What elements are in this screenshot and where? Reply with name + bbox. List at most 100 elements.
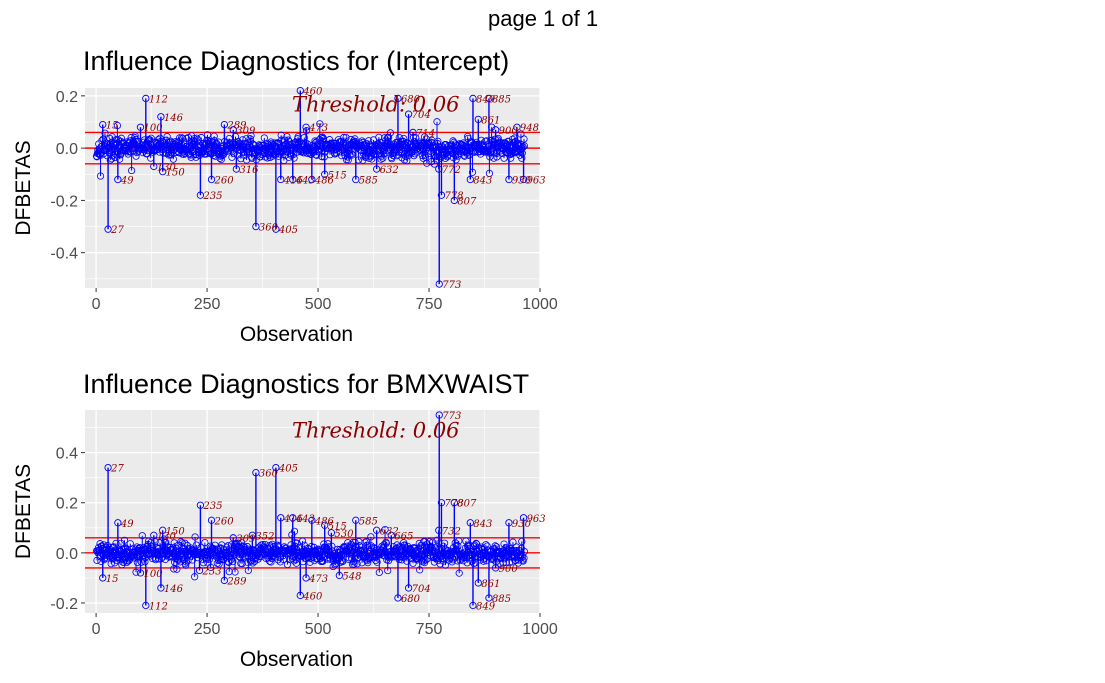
data-point-labeled: [437, 191, 446, 199]
data-point: [367, 533, 375, 541]
point-label: 289: [226, 121, 247, 132]
x-tick-label: 250: [194, 621, 221, 638]
data-point: [124, 150, 132, 158]
point-label: 309: [236, 126, 256, 137]
point-label: 704: [412, 584, 431, 595]
data-point-labeled: [207, 175, 216, 184]
data-point: [519, 557, 527, 565]
data-point: [362, 538, 371, 546]
data-point-labeled: [159, 168, 167, 176]
data-point: [404, 549, 412, 557]
data-point-labeled: [505, 175, 513, 184]
data-point: [231, 568, 239, 576]
data-point: [247, 132, 255, 140]
data-point-labeled: [404, 584, 413, 592]
point-label: 515: [328, 521, 347, 532]
data-point: [342, 134, 350, 142]
data-point: [384, 566, 392, 575]
x-tick-label: 1000: [522, 296, 558, 313]
data-point-labeled: [485, 594, 493, 602]
data-point: [332, 559, 340, 568]
data-point: [403, 551, 411, 559]
data-point-labeled: [474, 579, 482, 587]
data-point-labeled: [404, 110, 413, 118]
point-label: 807: [457, 196, 477, 207]
data-point: [132, 568, 140, 576]
data-point: [100, 541, 108, 549]
data-point: [433, 536, 441, 544]
data-point-labeled: [409, 128, 417, 137]
y-tick-label: 0.0: [56, 546, 78, 563]
data-point: [472, 540, 481, 548]
y-tick-label: 0.4: [56, 446, 78, 463]
data-point-labeled: [157, 113, 165, 121]
point-label: 289: [226, 576, 247, 587]
data-point-labeled: [450, 196, 458, 205]
point-label: 260: [214, 176, 235, 187]
point-label: 680: [401, 594, 421, 605]
point-label: 585: [359, 516, 378, 527]
y-tick-label: 0.2: [56, 496, 78, 513]
data-point: [509, 538, 517, 546]
data-point: [483, 542, 491, 550]
data-point-labeled: [277, 175, 285, 184]
data-point: [314, 142, 322, 151]
data-point: [96, 150, 104, 158]
data-point: [283, 133, 291, 141]
data-point: [185, 149, 193, 158]
data-point: [361, 546, 369, 554]
point-label: 460: [302, 591, 323, 602]
data-point: [182, 561, 190, 569]
point-label: 963: [527, 514, 546, 525]
data-point-labeled: [159, 526, 167, 534]
data-point: [454, 542, 462, 550]
data-point: [511, 134, 519, 142]
data-point: [415, 146, 423, 154]
data-point: [452, 546, 460, 555]
data-point-labeled: [114, 175, 122, 184]
point-label: 405: [278, 225, 298, 236]
data-point-labeled: [229, 126, 237, 134]
data-point: [141, 558, 149, 566]
data-point: [112, 539, 120, 547]
data-point-labeled: [372, 165, 381, 173]
point-label: 963: [527, 176, 546, 187]
point-label: 360: [259, 469, 279, 480]
data-point-labeled: [327, 529, 336, 537]
point-label: 772: [442, 165, 461, 176]
data-point-labeled: [272, 225, 280, 233]
point-label: 443: [295, 514, 315, 525]
data-point-labeled: [195, 566, 204, 575]
data-point: [142, 550, 150, 558]
data-point: [488, 554, 497, 562]
point-label: 146: [164, 113, 184, 124]
point-label: 732: [442, 526, 461, 537]
y-axis-title: DFBETAS: [12, 464, 35, 559]
data-point-labeled: [321, 170, 329, 178]
data-point-labeled: [220, 576, 229, 585]
point-label: 778: [444, 499, 463, 510]
data-point: [340, 133, 348, 142]
point-label: 235: [202, 191, 222, 202]
data-point: [290, 527, 299, 535]
data-point: [222, 551, 230, 560]
data-point-labeled: [157, 584, 165, 592]
data-point-labeled: [277, 514, 285, 522]
data-point: [373, 558, 381, 566]
data-point-labeled: [474, 115, 482, 124]
point-label: 235: [202, 501, 222, 512]
point-label: 486: [314, 176, 335, 187]
data-point: [515, 547, 524, 555]
x-tick-label: 750: [416, 296, 443, 313]
data-point-labeled: [466, 519, 474, 527]
point-label: 849: [476, 94, 496, 105]
point-label: 27: [110, 225, 124, 236]
point-label: 773: [442, 280, 461, 291]
page-label: page 1 of 1: [488, 6, 599, 31]
data-point: [328, 542, 336, 550]
point-label: 680: [401, 94, 421, 105]
point-label: 100: [143, 569, 163, 580]
data-point-labeled: [196, 191, 205, 199]
data-point: [507, 154, 515, 162]
